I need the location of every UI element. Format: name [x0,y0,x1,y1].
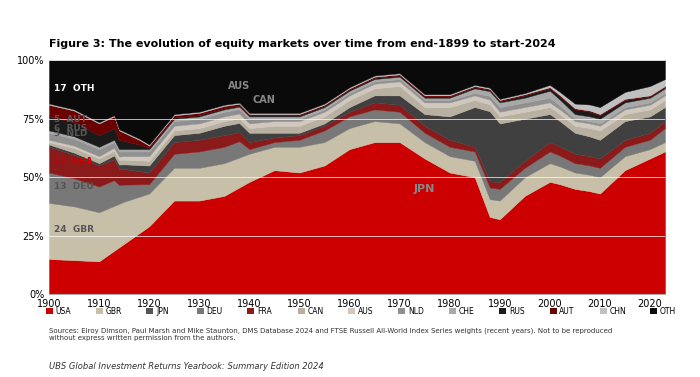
Text: CAN: CAN [307,307,323,316]
Text: JPN: JPN [156,307,169,316]
Text: 11  FRA: 11 FRA [54,158,93,167]
Text: CHE: CHE [458,307,474,316]
Text: AUT: AUT [559,307,575,316]
Text: CAN: CAN [253,95,276,105]
Text: DEU: DEU [206,307,223,316]
Text: OTH: OTH [660,307,676,316]
Text: Figure 3: The evolution of equity markets over time from end-1899 to start-2024: Figure 3: The evolution of equity market… [49,39,556,49]
Text: NLD: NLD [408,307,424,316]
Text: 15  USA: 15 USA [54,272,94,281]
Text: GBR: GBR [106,307,122,316]
Text: AUS: AUS [228,81,251,91]
Text: USA: USA [55,307,71,316]
Text: JPN: JPN [414,184,435,194]
Text: RUS: RUS [509,307,524,316]
Text: 24  GBR: 24 GBR [54,225,94,234]
Text: 3  NLD: 3 NLD [54,129,88,138]
Text: Sources: Elroy Dimson, Paul Marsh and Mike Staunton, DMS Database 2024 and FTSE : Sources: Elroy Dimson, Paul Marsh and Mi… [49,328,612,342]
Text: AUS: AUS [358,307,373,316]
Text: 6  RUS: 6 RUS [54,124,88,133]
Text: FRA: FRA [257,307,272,316]
Text: 5  AUT: 5 AUT [54,115,87,124]
Text: 13  DEU: 13 DEU [54,182,94,191]
Text: CHN: CHN [610,307,627,316]
Text: UBS Global Investment Returns Yearbook: Summary Edition 2024: UBS Global Investment Returns Yearbook: … [49,362,323,371]
Text: 17  OTH: 17 OTH [54,84,94,93]
